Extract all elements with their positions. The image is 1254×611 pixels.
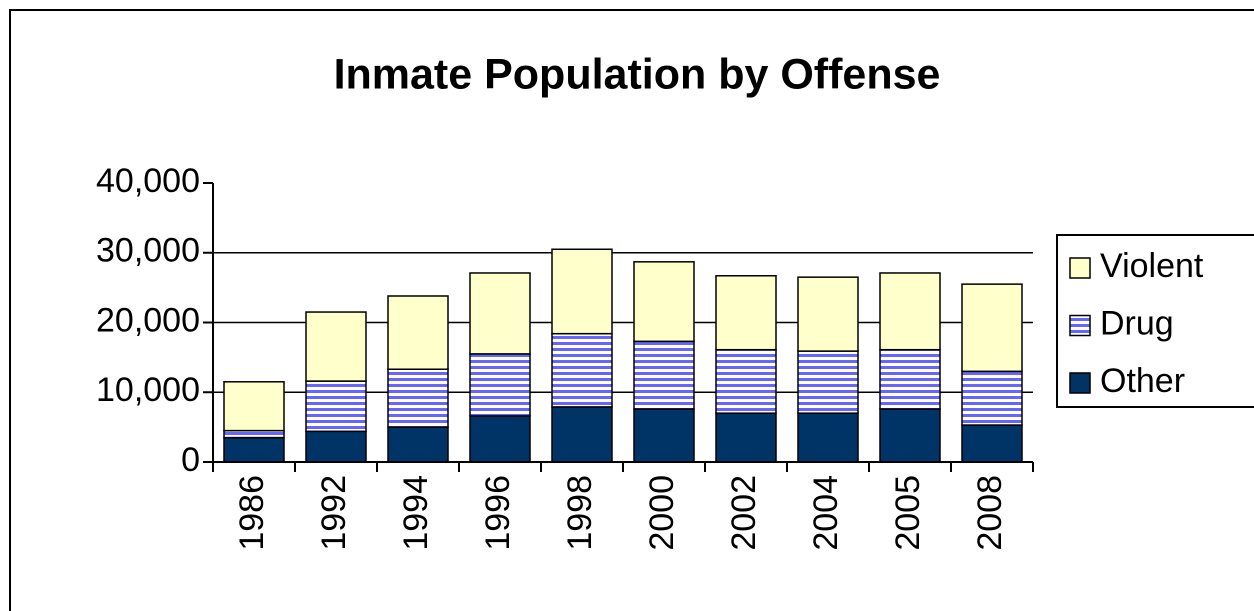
bar-segment: [469, 415, 531, 463]
x-tick-label: 2004: [807, 475, 845, 551]
x-tick-label: 2005: [889, 475, 927, 551]
bar-segment: [879, 348, 941, 410]
bar-segment: [223, 436, 285, 463]
bar-segment: [551, 332, 613, 408]
bar-segment: [223, 381, 285, 432]
y-tick-label: 0: [181, 441, 200, 479]
x-tick-label: 2002: [725, 475, 763, 551]
bar-segment: [797, 350, 859, 414]
bar-segment: [551, 406, 613, 463]
bar-segment: [715, 275, 777, 351]
y-tick-label: 20,000: [96, 301, 200, 339]
x-tick-label: 1986: [233, 475, 271, 551]
legend-swatch: [1069, 372, 1091, 394]
x-tick-label: 1996: [479, 475, 517, 551]
x-tick-label: 1992: [315, 475, 353, 551]
legend-label: Violent: [1100, 247, 1204, 285]
bar-segment: [305, 311, 367, 382]
bar-segment: [387, 368, 449, 428]
bar-segment: [223, 429, 285, 439]
legend-swatch: [1069, 314, 1091, 337]
bar-segment: [633, 340, 695, 410]
bar-segment: [551, 248, 613, 335]
legend-label: Other: [1100, 362, 1185, 400]
x-tick-label: 2000: [643, 475, 681, 551]
bar-segment: [633, 261, 695, 343]
y-tick-label: 30,000: [96, 232, 200, 270]
bar-segment: [305, 430, 367, 463]
bar-segment: [469, 272, 531, 355]
bar-segment: [633, 408, 695, 463]
bar-segment: [387, 295, 449, 370]
y-tick-label: 40,000: [96, 162, 200, 200]
bar-segment: [715, 348, 777, 414]
x-tick-label: 1998: [561, 475, 599, 551]
bar-segment: [879, 408, 941, 463]
legend-label: Drug: [1100, 304, 1174, 342]
x-tick-label: 2008: [971, 475, 1009, 551]
bar-segment: [305, 380, 367, 433]
bar-segment: [961, 283, 1023, 373]
legend-swatch: [1069, 257, 1091, 279]
bar-segment: [469, 353, 531, 417]
bar-segment: [797, 412, 859, 463]
x-tick-label: 1994: [397, 475, 435, 551]
bar-segment: [797, 276, 859, 352]
bar-segment: [961, 370, 1023, 426]
bar-segment: [879, 272, 941, 351]
chart-title: Inmate Population by Offense: [334, 50, 941, 98]
bar-segment: [387, 426, 449, 463]
bar-segment: [961, 424, 1023, 463]
y-tick-label: 10,000: [96, 371, 200, 409]
bar-segment: [715, 412, 777, 463]
chart-border: [9, 9, 1254, 611]
